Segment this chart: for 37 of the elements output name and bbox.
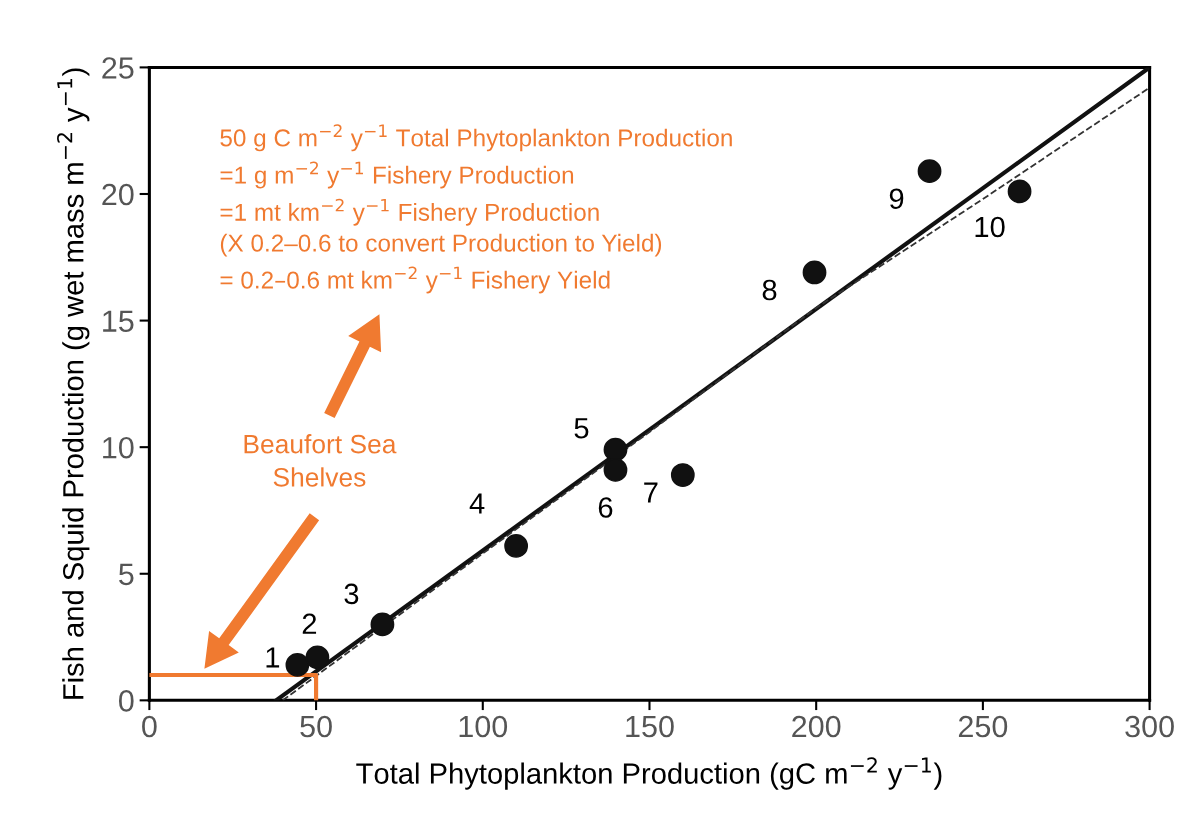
annotation: 9	[889, 188, 904, 210]
annotation: 8	[762, 279, 777, 301]
x-axis-title: Total Phytoplankton Production (gC m$^{−2}$ y$^{−1}$)	[356, 757, 942, 790]
annotation: 5	[574, 418, 589, 439]
point	[370, 612, 395, 637]
point	[802, 260, 827, 285]
y-tick-label: 5	[119, 563, 134, 586]
x-tick-label: 50	[300, 715, 332, 738]
annotation: 10	[975, 216, 1005, 238]
x-tick-label: 300	[1125, 715, 1174, 738]
annotation: 7	[644, 482, 658, 503]
point	[603, 458, 628, 482]
text: 50 g C m$^{−2}$ y$^{−1}$ Total Phytoplankton Production =1 g m$^{−2}$ y$^{−1}$ Fishery Production =1 mt km$^{−2}$ y$^{−1}$ Fishery Production (X 0.2–0.6 to convert Production to Yield) = 0.2–0.6 mt km$^{−2}$ y$^{−1}$ Fishery Yield	[220, 124, 732, 294]
annotation: 6	[598, 497, 613, 518]
y-tick-label: 25	[102, 57, 134, 79]
x-tick-label: 250	[958, 715, 1008, 738]
annotation: 2	[302, 613, 317, 634]
point	[917, 159, 942, 184]
point	[603, 437, 628, 462]
point	[504, 534, 529, 558]
annotation: Beaufort Sea Shelves	[244, 434, 397, 487]
point	[1007, 179, 1032, 204]
point	[305, 645, 330, 670]
point	[285, 653, 310, 677]
y-tick-label: 0	[118, 690, 134, 712]
annotation: 3	[344, 583, 359, 605]
x-tick-label: 0	[142, 715, 157, 738]
y-tick-label: 20	[102, 183, 134, 206]
x-tick-label: 100	[459, 715, 508, 738]
y-axis-title: Fish and Squid Production (g wet mass m$^{−2}$ y$^{−1}$)	[57, 68, 90, 699]
x-tick-label: 150	[626, 715, 674, 738]
y-tick-label: 10	[103, 436, 134, 459]
annotation: 4	[469, 493, 485, 514]
annotation: 1	[266, 647, 280, 668]
x-tick-label: 200	[792, 715, 841, 738]
point	[670, 463, 695, 487]
y-tick-label: 15	[103, 310, 134, 332]
